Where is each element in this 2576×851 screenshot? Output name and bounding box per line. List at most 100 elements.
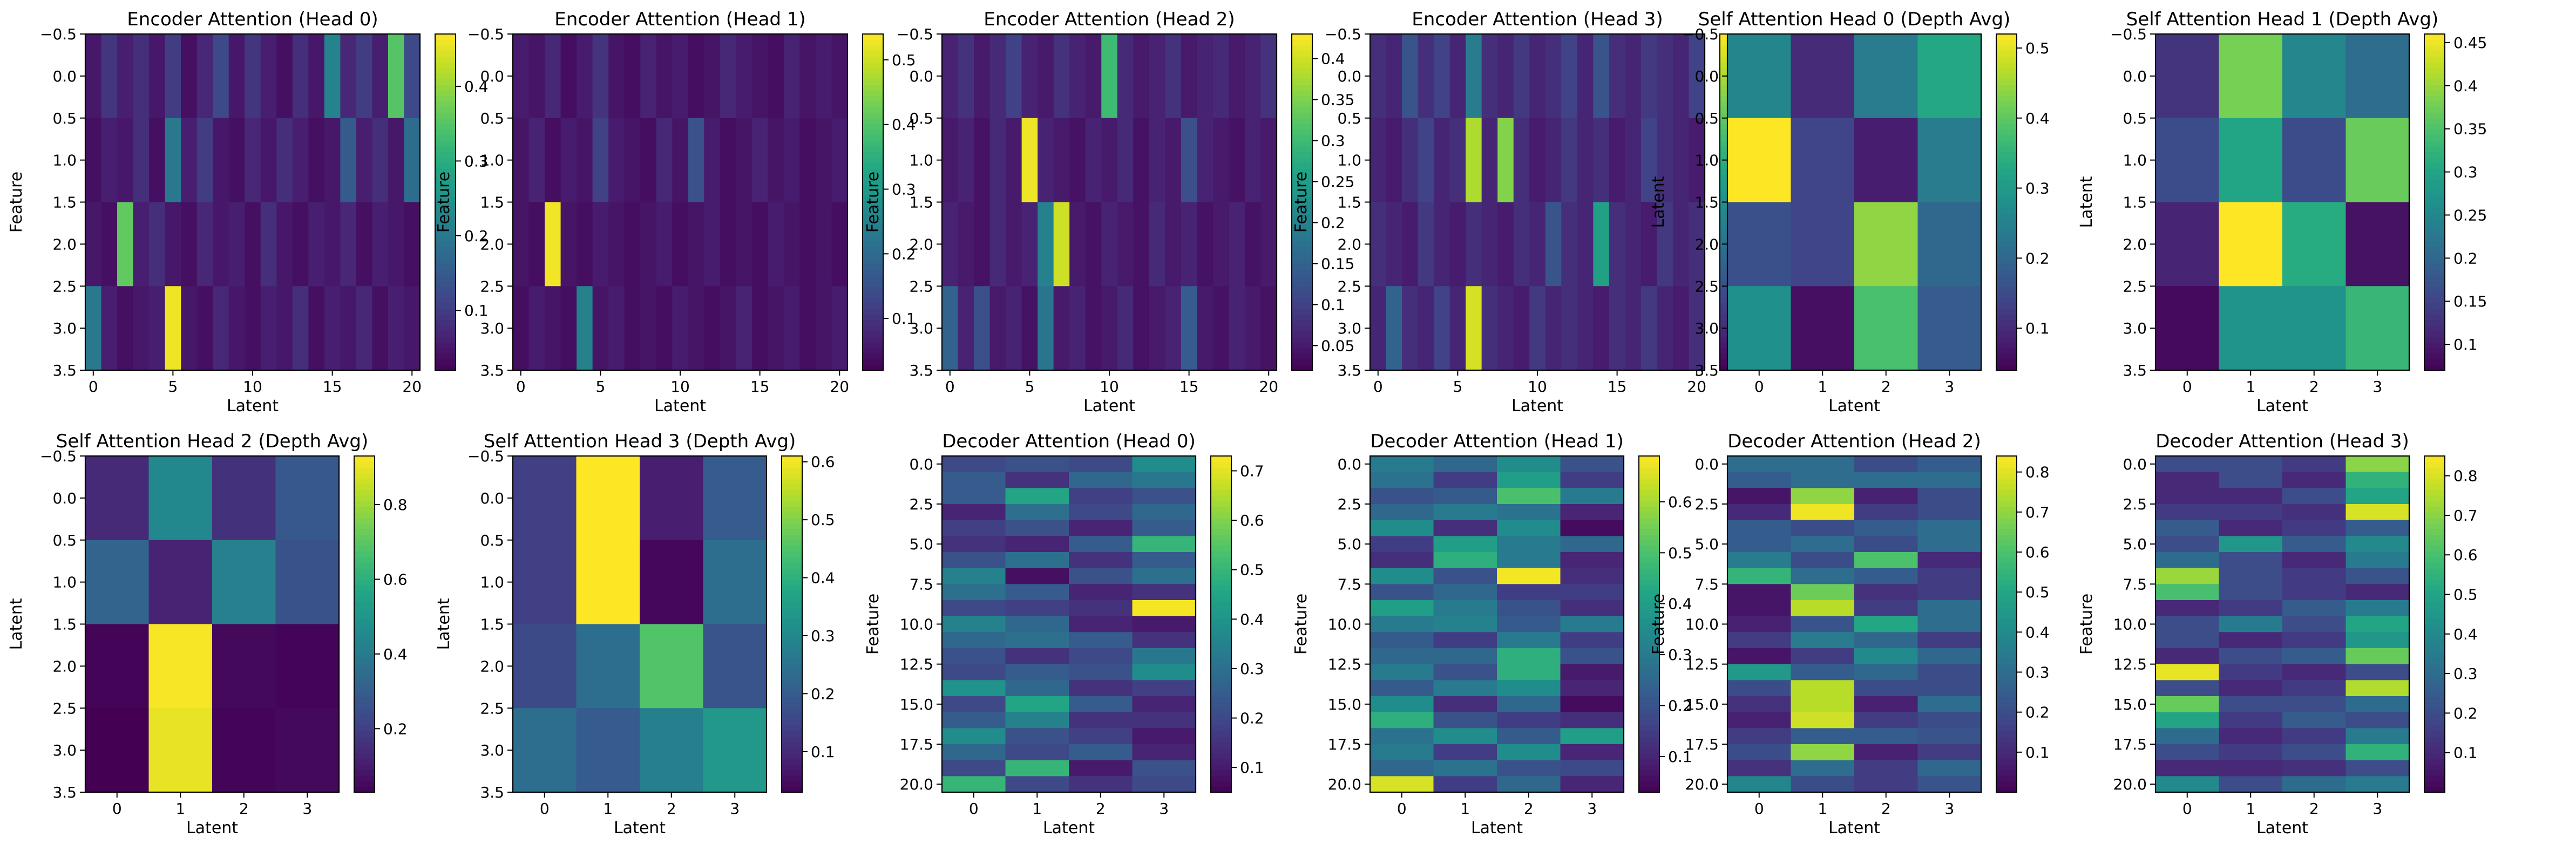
colorbar-segment xyxy=(863,162,883,169)
heatmap-cell xyxy=(1132,568,1196,584)
heatmap-cell xyxy=(260,118,277,203)
colorbar-segment xyxy=(782,489,802,496)
heatmap-cell xyxy=(2282,696,2347,713)
colorbar-segment xyxy=(354,501,375,507)
colorbar-segment xyxy=(1996,51,2017,57)
heatmap-cell xyxy=(2345,776,2410,793)
x-tick-label: 1 xyxy=(2246,800,2255,818)
heatmap-cell xyxy=(1197,118,1214,203)
heatmap-cell xyxy=(372,286,389,371)
heatmap-cell xyxy=(1791,744,1855,761)
heatmap-cell xyxy=(2345,712,2410,729)
colorbar-segment xyxy=(782,708,802,714)
heatmap-cell xyxy=(1917,488,1982,505)
heatmap-cell xyxy=(2155,34,2220,119)
y-tick-label: 2.0 xyxy=(1337,235,1361,253)
y-tick-label: −0.5 xyxy=(2110,25,2147,43)
colorbar-segment xyxy=(863,129,883,135)
colorbar-segment xyxy=(2424,506,2445,513)
x-tick-label: 0 xyxy=(2182,378,2192,396)
colorbar-segment xyxy=(782,775,802,782)
heatmap-cell xyxy=(212,708,276,793)
colorbar-segment xyxy=(863,314,883,321)
colorbar-segment xyxy=(435,118,456,124)
colorbar-segment xyxy=(1996,781,2017,787)
heatmap-cell xyxy=(1791,664,1855,680)
colorbar-segment xyxy=(1996,73,2017,79)
heatmap-cell xyxy=(1085,118,1102,203)
heatmap-cell xyxy=(1165,118,1182,203)
heatmap-cell xyxy=(1854,568,1919,584)
heatmap-cell xyxy=(576,456,640,541)
heatmap-cell xyxy=(1529,202,1546,287)
colorbar-segment xyxy=(354,456,375,462)
colorbar-segment xyxy=(782,461,802,468)
colorbar-tick-label: 0.5 xyxy=(811,511,835,529)
colorbar-segment xyxy=(435,336,456,343)
colorbar-segment xyxy=(1292,73,1312,79)
colorbar-segment xyxy=(354,562,375,569)
colorbar-segment xyxy=(435,275,456,281)
heatmap-cell xyxy=(1069,118,1086,203)
heatmap-cell xyxy=(1560,600,1624,617)
colorbar-tick-label: 0.1 xyxy=(2025,319,2050,337)
chart-title: Decoder Attention (Head 3) xyxy=(2155,431,2409,452)
colorbar-segment xyxy=(2424,179,2445,186)
heatmap-cell xyxy=(656,202,673,287)
heatmap-cell xyxy=(1497,744,1561,761)
heatmap-cell xyxy=(2219,520,2283,536)
colorbar-segment xyxy=(354,512,375,519)
heatmap-cell xyxy=(2155,488,2220,505)
chart-title: Encoder Attention (Head 1) xyxy=(554,9,805,30)
y-tick-label: 3.0 xyxy=(52,319,77,337)
heatmap-cell xyxy=(1917,632,1982,649)
heatmap-cell xyxy=(1529,286,1546,371)
colorbar-tick-label: 0.5 xyxy=(2453,586,2478,604)
colorbar-segment xyxy=(863,34,883,40)
colorbar-segment xyxy=(2424,342,2445,349)
heatmap-cell xyxy=(1497,202,1514,287)
colorbar-segment xyxy=(1292,269,1312,276)
heatmap-cell xyxy=(1386,118,1402,203)
colorbar-segment xyxy=(2424,213,2445,220)
heatmap-cell xyxy=(2219,760,2283,777)
colorbar-segment xyxy=(1639,725,1659,731)
colorbar-tick-label: 0.25 xyxy=(2453,206,2487,224)
colorbar-tick-label: 0.1 xyxy=(892,310,916,328)
heatmap-cell xyxy=(2345,760,2410,777)
colorbar-segment xyxy=(1211,652,1231,658)
y-tick-label: 0.0 xyxy=(2123,455,2147,473)
heatmap-cell xyxy=(1433,680,1497,697)
chart-title: Encoder Attention (Head 0) xyxy=(127,9,378,30)
heatmap-cell xyxy=(1560,776,1624,793)
colorbar-segment xyxy=(863,84,883,91)
colorbar-segment xyxy=(1211,702,1231,709)
colorbar-segment xyxy=(2424,196,2445,203)
heatmap-cell xyxy=(1370,696,1434,713)
heatmap-cell xyxy=(1449,118,1466,203)
colorbar-segment xyxy=(1996,353,2017,360)
heatmap-cell xyxy=(2345,472,2410,488)
heatmap-cell xyxy=(1854,776,1919,793)
y-tick-label: 3.0 xyxy=(1337,319,1361,337)
colorbar-segment xyxy=(863,247,883,253)
heatmap-cell xyxy=(2345,744,2410,761)
heatmap-cell xyxy=(245,202,261,287)
heatmap-cell xyxy=(2219,472,2283,488)
heatmap-cell xyxy=(388,202,405,287)
heatmap-cell xyxy=(1069,776,1133,793)
colorbar-segment xyxy=(1292,129,1312,135)
colorbar-segment xyxy=(435,168,456,175)
heatmap-cell xyxy=(1560,472,1624,488)
colorbar-segment xyxy=(2424,79,2445,85)
colorbar-segment xyxy=(863,106,883,113)
heatmap-cell xyxy=(1545,202,1562,287)
heatmap-cell xyxy=(799,202,816,287)
colorbar-segment xyxy=(1996,534,2017,541)
heatmap-cell xyxy=(2282,536,2347,553)
heatmap-cell xyxy=(1005,584,1069,601)
colorbar-segment xyxy=(354,556,375,563)
colorbar-segment xyxy=(1292,303,1312,309)
colorbar-segment xyxy=(782,725,802,731)
heatmap-cell xyxy=(1917,202,1982,287)
